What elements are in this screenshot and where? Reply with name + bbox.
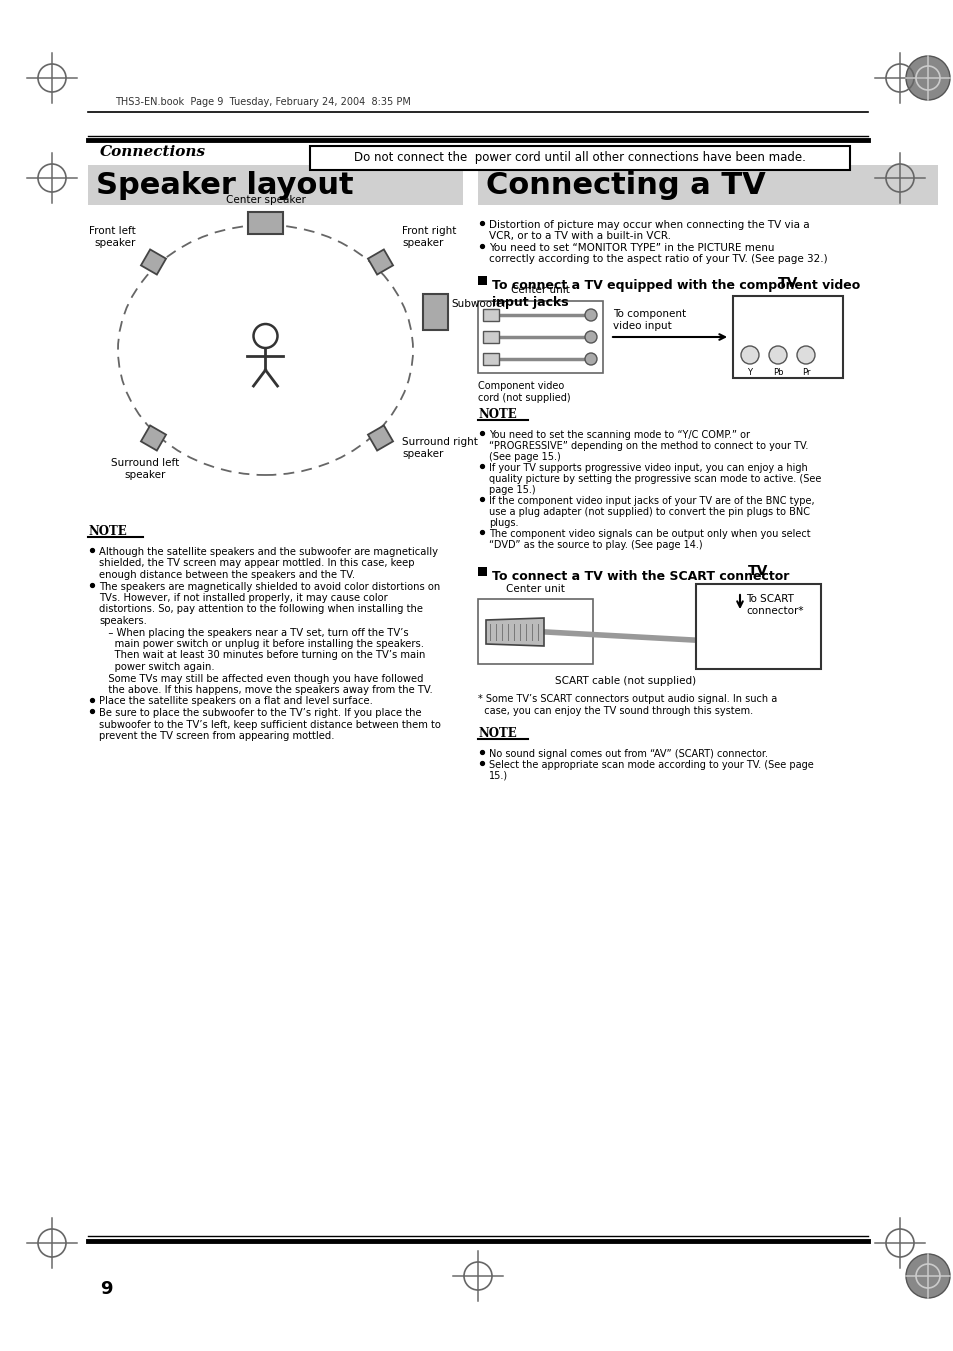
Text: “PROGRESSIVE” depending on the method to connect to your TV.: “PROGRESSIVE” depending on the method to… bbox=[489, 440, 807, 451]
Circle shape bbox=[740, 346, 759, 363]
Text: subwoofer to the TV’s left, keep sufficient distance between them to: subwoofer to the TV’s left, keep suffici… bbox=[99, 720, 440, 730]
FancyBboxPatch shape bbox=[477, 165, 937, 205]
Bar bbox=[248, 212, 283, 234]
Text: Pr: Pr bbox=[801, 367, 809, 377]
Bar bbox=[482, 353, 498, 365]
Text: Place the satellite speakers on a flat and level surface.: Place the satellite speakers on a flat a… bbox=[99, 697, 373, 707]
Text: TV: TV bbox=[777, 276, 798, 290]
Text: VCR, or to a TV with a built-in VCR.: VCR, or to a TV with a built-in VCR. bbox=[489, 231, 670, 242]
Text: distortions. So, pay attention to the following when installing the: distortions. So, pay attention to the fo… bbox=[99, 604, 422, 615]
Text: Then wait at least 30 minutes before turning on the TV’s main: Then wait at least 30 minutes before tur… bbox=[99, 650, 425, 661]
Circle shape bbox=[768, 346, 786, 363]
Circle shape bbox=[584, 309, 597, 322]
Text: Y: Y bbox=[747, 367, 752, 377]
Text: Distortion of picture may occur when connecting the TV via a: Distortion of picture may occur when con… bbox=[489, 220, 809, 230]
Text: Be sure to place the subwoofer to the TV’s right. If you place the: Be sure to place the subwoofer to the TV… bbox=[99, 708, 421, 717]
Text: – When placing the speakers near a TV set, turn off the TV’s: – When placing the speakers near a TV se… bbox=[99, 627, 408, 638]
Text: To connect a TV equipped with the component video
input jacks: To connect a TV equipped with the compon… bbox=[492, 280, 860, 309]
Text: You need to set the scanning mode to “Y/C COMP.” or: You need to set the scanning mode to “Y/… bbox=[489, 430, 749, 440]
Text: The speakers are magnetically shielded to avoid color distortions on: The speakers are magnetically shielded t… bbox=[99, 581, 439, 592]
FancyBboxPatch shape bbox=[88, 165, 462, 205]
Bar bbox=[482, 331, 498, 343]
Polygon shape bbox=[141, 426, 166, 450]
Polygon shape bbox=[368, 250, 393, 274]
Text: Do not connect the  power cord until all other connections have been made.: Do not connect the power cord until all … bbox=[354, 151, 805, 165]
Text: No sound signal comes out from “AV” (SCART) connector.: No sound signal comes out from “AV” (SCA… bbox=[489, 748, 767, 759]
Text: THS3-EN.book  Page 9  Tuesday, February 24, 2004  8:35 PM: THS3-EN.book Page 9 Tuesday, February 24… bbox=[115, 97, 411, 107]
Bar bbox=[482, 309, 498, 322]
Circle shape bbox=[584, 331, 597, 343]
Text: Center unit: Center unit bbox=[510, 285, 569, 295]
FancyBboxPatch shape bbox=[696, 584, 821, 669]
Text: Front right
speaker: Front right speaker bbox=[402, 227, 456, 249]
Text: Connections: Connections bbox=[100, 145, 206, 159]
Circle shape bbox=[584, 353, 597, 365]
Text: NOTE: NOTE bbox=[477, 727, 517, 740]
Text: Speaker layout: Speaker layout bbox=[96, 170, 354, 200]
Text: correctly according to the aspect ratio of your TV. (See page 32.): correctly according to the aspect ratio … bbox=[489, 254, 827, 265]
Text: TV: TV bbox=[747, 563, 767, 578]
Text: Pb: Pb bbox=[772, 367, 782, 377]
Text: You need to set “MONITOR TYPE” in the PICTURE menu: You need to set “MONITOR TYPE” in the PI… bbox=[489, 243, 774, 253]
Text: Front left
speaker: Front left speaker bbox=[89, 227, 135, 249]
Text: Although the satellite speakers and the subwoofer are magnetically: Although the satellite speakers and the … bbox=[99, 547, 437, 557]
FancyBboxPatch shape bbox=[477, 301, 602, 373]
FancyBboxPatch shape bbox=[732, 296, 842, 378]
Text: Center speaker: Center speaker bbox=[225, 195, 305, 205]
Polygon shape bbox=[485, 617, 543, 646]
Text: TVs. However, if not installed properly, it may cause color: TVs. However, if not installed properly,… bbox=[99, 593, 387, 603]
Text: NOTE: NOTE bbox=[477, 408, 517, 422]
Text: NOTE: NOTE bbox=[88, 526, 127, 538]
Polygon shape bbox=[368, 426, 393, 450]
Text: quality picture by setting the progressive scan mode to active. (See: quality picture by setting the progressi… bbox=[489, 474, 821, 484]
Text: enough distance between the speakers and the TV.: enough distance between the speakers and… bbox=[99, 570, 355, 580]
Text: Surround right
speaker: Surround right speaker bbox=[402, 438, 477, 459]
Circle shape bbox=[905, 1254, 949, 1298]
Polygon shape bbox=[141, 250, 166, 274]
Text: Subwoofer: Subwoofer bbox=[451, 299, 507, 309]
Text: use a plug adapter (not supplied) to convert the pin plugs to BNC: use a plug adapter (not supplied) to con… bbox=[489, 507, 809, 517]
Bar bbox=[422, 295, 448, 330]
Bar bbox=[477, 567, 486, 576]
Text: plugs.: plugs. bbox=[489, 517, 518, 528]
Text: power switch again.: power switch again. bbox=[99, 662, 214, 671]
Text: To component
video input: To component video input bbox=[613, 309, 685, 331]
Text: speakers.: speakers. bbox=[99, 616, 147, 626]
Text: 15.): 15.) bbox=[489, 771, 508, 781]
Text: Surround left
speaker: Surround left speaker bbox=[112, 458, 179, 480]
Text: shielded, the TV screen may appear mottled. In this case, keep: shielded, the TV screen may appear mottl… bbox=[99, 558, 414, 569]
Circle shape bbox=[796, 346, 814, 363]
Text: Connecting a TV: Connecting a TV bbox=[485, 170, 765, 200]
Text: 9: 9 bbox=[100, 1279, 112, 1298]
Text: To SCART
connector*: To SCART connector* bbox=[745, 594, 802, 616]
Text: Center unit: Center unit bbox=[505, 584, 564, 594]
Text: prevent the TV screen from appearing mottled.: prevent the TV screen from appearing mot… bbox=[99, 731, 335, 740]
Text: page 15.): page 15.) bbox=[489, 485, 535, 494]
Text: (See page 15.): (See page 15.) bbox=[489, 453, 560, 462]
Circle shape bbox=[905, 55, 949, 100]
Text: Some TVs may still be affected even though you have followed: Some TVs may still be affected even thou… bbox=[99, 674, 423, 684]
Text: The component video signals can be output only when you select: The component video signals can be outpu… bbox=[489, 530, 810, 539]
FancyBboxPatch shape bbox=[477, 598, 593, 663]
Text: To connect a TV with the SCART connector: To connect a TV with the SCART connector bbox=[492, 570, 788, 584]
Text: the above. If this happens, move the speakers away from the TV.: the above. If this happens, move the spe… bbox=[99, 685, 433, 694]
Text: Component video
cord (not supplied): Component video cord (not supplied) bbox=[477, 381, 570, 403]
Text: * Some TV’s SCART connectors output audio signal. In such a
  case, you can enjo: * Some TV’s SCART connectors output audi… bbox=[477, 694, 777, 716]
FancyBboxPatch shape bbox=[310, 146, 849, 170]
Text: main power switch or unplug it before installing the speakers.: main power switch or unplug it before in… bbox=[99, 639, 423, 648]
Text: “DVD” as the source to play. (See page 14.): “DVD” as the source to play. (See page 1… bbox=[489, 540, 702, 550]
Text: If the component video input jacks of your TV are of the BNC type,: If the component video input jacks of yo… bbox=[489, 496, 814, 507]
Text: Select the appropriate scan mode according to your TV. (See page: Select the appropriate scan mode accordi… bbox=[489, 761, 813, 770]
Text: If your TV supports progressive video input, you can enjoy a high: If your TV supports progressive video in… bbox=[489, 463, 807, 473]
Bar bbox=[477, 276, 486, 285]
Text: SCART cable (not supplied): SCART cable (not supplied) bbox=[555, 676, 696, 686]
